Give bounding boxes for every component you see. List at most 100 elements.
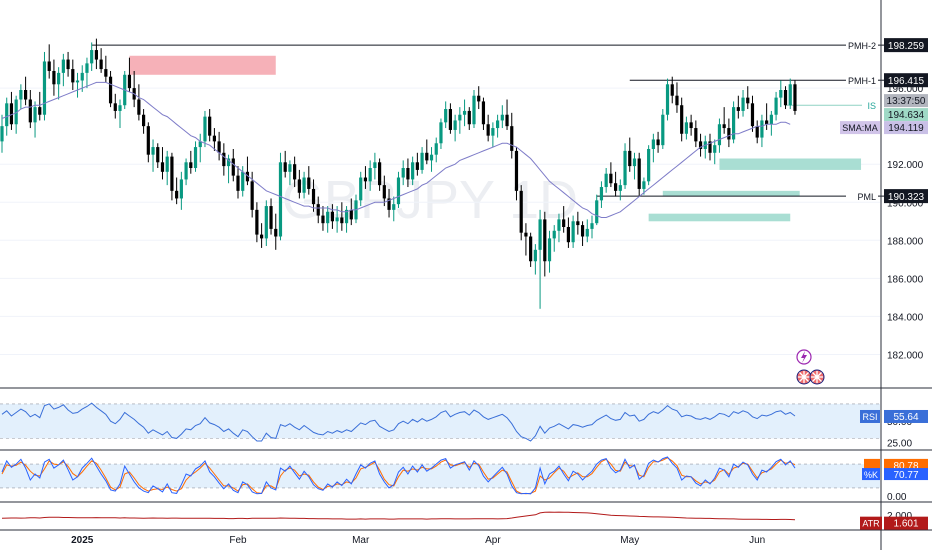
candle-body	[57, 72, 61, 85]
candle-body	[52, 70, 56, 85]
uk-flag-icon-2[interactable]	[809, 369, 825, 385]
candle	[788, 78, 792, 110]
candle-body	[571, 221, 575, 243]
candle-body	[401, 168, 405, 178]
candle	[750, 95, 755, 132]
candle-body	[118, 105, 122, 111]
candle	[137, 84, 141, 121]
candle-body	[302, 177, 306, 193]
stoch-d-value: 80.78	[893, 461, 918, 472]
stochastic-panel: 0.00 80.78 %K 70.77	[0, 456, 928, 503]
candle-body	[19, 90, 23, 100]
candle	[774, 91, 778, 121]
time-axis[interactable]: 2025 Feb Mar Apr May Jun	[71, 535, 765, 546]
candle	[255, 202, 259, 243]
candle-body	[765, 120, 769, 125]
candle-body	[722, 124, 726, 129]
candle	[340, 202, 344, 231]
candle	[722, 107, 726, 134]
candle	[481, 97, 486, 130]
candle-body	[448, 109, 452, 130]
time-tick-label: Jun	[749, 535, 765, 546]
candle	[85, 57, 89, 89]
candle-body	[38, 107, 42, 115]
uk-flag-icon[interactable]	[796, 369, 812, 385]
candle-body	[793, 84, 797, 111]
demand-zone[interactable]	[648, 213, 791, 222]
atr-panel: 2.000 ATR 1.601	[1, 511, 928, 530]
demand-zone[interactable]	[662, 190, 800, 197]
rsi-line	[1, 402, 796, 442]
candle-body	[543, 219, 547, 262]
candle	[52, 59, 56, 96]
candle-body	[321, 215, 325, 224]
indicator-tick-label: 2.000	[887, 511, 912, 522]
candle	[42, 51, 47, 121]
candle-body	[439, 122, 443, 144]
candle-body	[307, 177, 311, 189]
candle-body	[665, 84, 670, 115]
candle-body	[425, 152, 429, 161]
candle-body	[5, 103, 9, 127]
candle	[741, 90, 745, 117]
candle	[307, 166, 311, 195]
candle	[146, 122, 150, 163]
candle	[500, 105, 504, 129]
candle	[765, 103, 769, 130]
candle	[344, 206, 349, 233]
atr-label: ATR	[862, 519, 880, 529]
candle-body	[255, 209, 259, 235]
price-axis[interactable]: 182.000 184.000 186.000 188.000 190.000 192.0…	[887, 84, 924, 361]
candle-body	[9, 103, 14, 125]
candle	[264, 200, 268, 247]
candle	[151, 139, 155, 172]
candle	[755, 120, 759, 144]
candle-body	[297, 179, 301, 193]
candle	[359, 171, 363, 207]
candle	[434, 137, 438, 163]
candle	[170, 152, 174, 201]
candle	[160, 147, 165, 180]
supply-zone[interactable]	[129, 55, 276, 75]
candle	[661, 109, 665, 149]
candle	[184, 158, 188, 186]
candle-body	[146, 126, 150, 155]
sma-line	[1, 81, 791, 218]
candle	[746, 86, 750, 110]
stoch-d-line	[1, 457, 796, 495]
stoch-k-label: %K	[864, 470, 878, 480]
candle-body	[193, 147, 198, 169]
candle	[694, 120, 698, 148]
candle-body	[628, 150, 632, 167]
candle-body	[142, 114, 146, 127]
candle-body	[189, 162, 193, 169]
candle	[406, 158, 410, 188]
candle-body	[71, 69, 75, 83]
candle	[373, 152, 377, 180]
candle	[208, 109, 212, 142]
candle-body	[491, 128, 495, 136]
candle	[698, 133, 703, 157]
demand-zone[interactable]	[719, 158, 862, 170]
price-tick-label: 184.000	[887, 312, 924, 323]
candle	[628, 137, 632, 172]
candle-body	[24, 90, 28, 100]
candle-body	[203, 116, 207, 142]
candle-body	[127, 74, 132, 89]
candle	[595, 194, 599, 226]
candle	[420, 147, 424, 174]
candle	[453, 114, 457, 142]
candle	[538, 209, 542, 309]
candle-body	[382, 185, 386, 199]
level-value-label: 198.259	[888, 41, 925, 52]
candle-body	[651, 139, 655, 149]
candle	[236, 166, 240, 199]
flash-icon[interactable]	[796, 349, 812, 365]
candle-body	[736, 107, 740, 111]
candle	[179, 171, 183, 210]
candle-body	[85, 63, 89, 73]
candle	[0, 114, 4, 153]
candle	[599, 181, 604, 208]
